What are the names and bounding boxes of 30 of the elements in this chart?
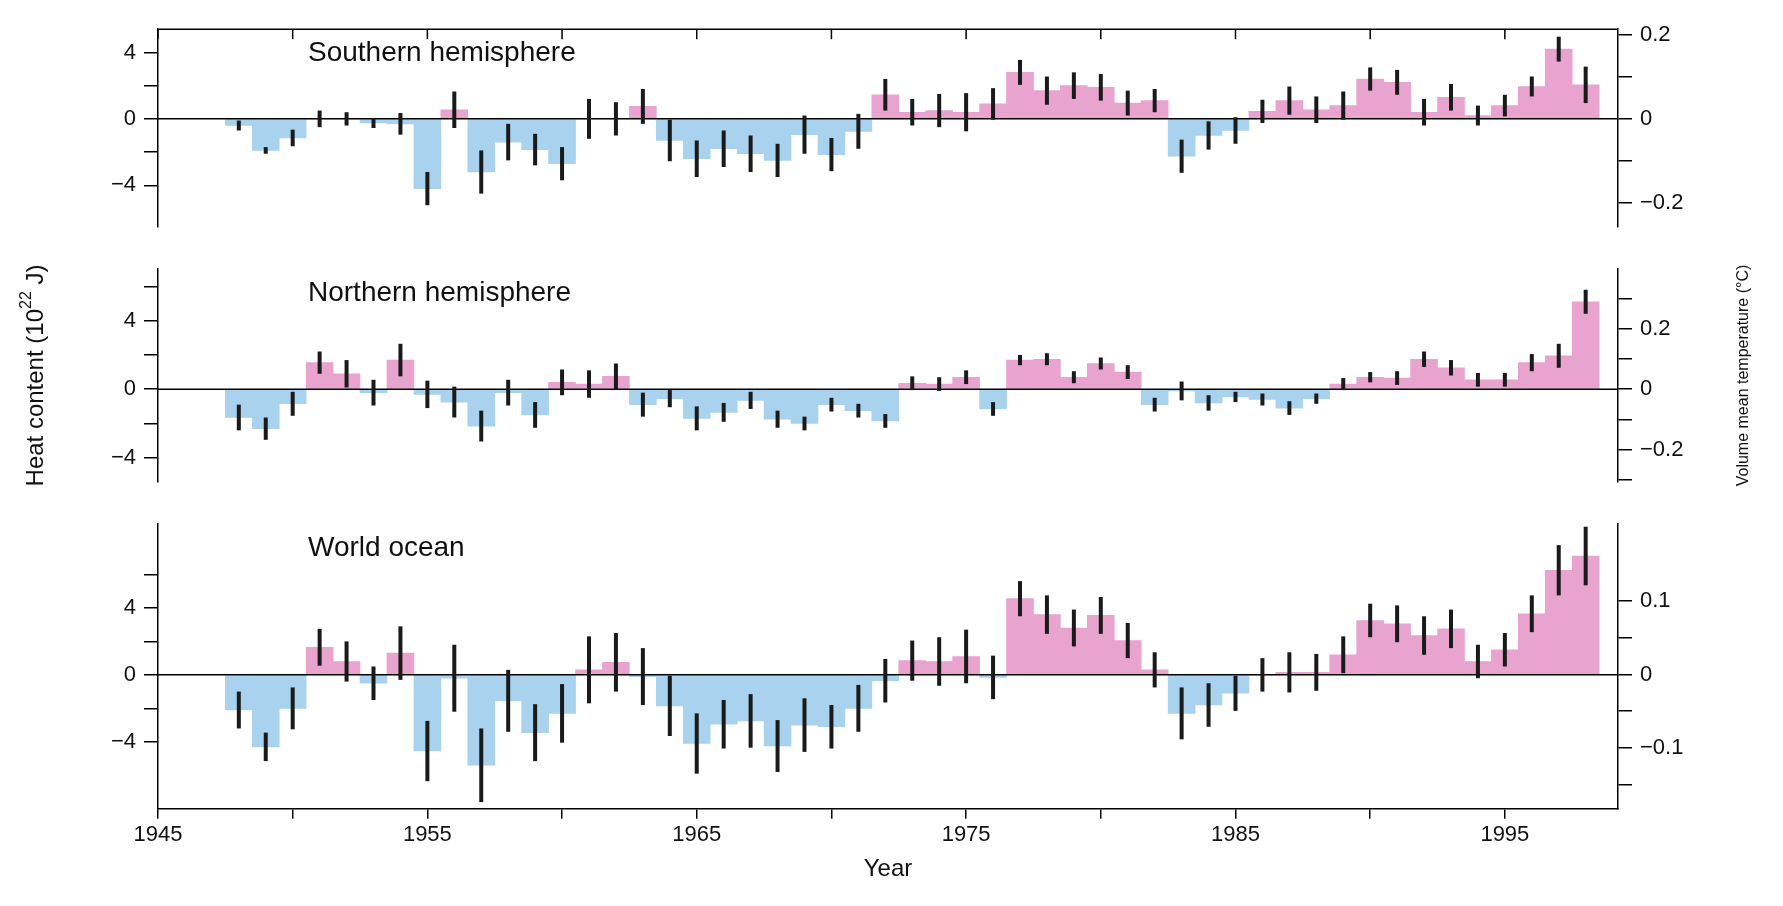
y-tick-label: 0: [123, 660, 136, 686]
x-tick-label: 1985: [1211, 821, 1260, 847]
x-axis-title: Year: [863, 854, 913, 882]
chart-title: Northern hemisphere: [308, 275, 572, 307]
y2-tick-label: −0.2: [1640, 435, 1684, 461]
chart-title: Southern hemisphere: [308, 35, 576, 67]
y2-tick-label: 0.2: [1640, 314, 1671, 340]
x-tick-label: 1965: [672, 821, 722, 847]
y2-tick-label: −0.1: [1640, 733, 1684, 759]
y-tick-label: −4: [110, 171, 136, 197]
y2-tick-label: 0: [1640, 104, 1653, 130]
x-tick-label: 1945: [133, 821, 183, 847]
x-tick-label: 1955: [402, 821, 452, 847]
y-tick-label: 0: [123, 104, 136, 130]
x-tick-label: 1975: [941, 821, 991, 847]
chart-title: World ocean: [308, 530, 465, 562]
y2-tick-label: −0.2: [1640, 188, 1684, 214]
y-tick-label: 0: [123, 375, 136, 401]
y-tick-label: 4: [123, 306, 136, 332]
y-axis-title: Heat content (1022 J): [16, 264, 48, 487]
x-tick-label: 1995: [1480, 821, 1530, 847]
y-tick-label: −4: [110, 727, 136, 753]
y2-tick-label: 0.2: [1640, 20, 1671, 46]
y-tick-label: 4: [123, 593, 136, 619]
y2-tick-label: 0: [1640, 375, 1653, 401]
y-tick-label: 4: [123, 38, 136, 64]
y-tick-label: −4: [110, 443, 136, 469]
y2-tick-label: 0.1: [1640, 587, 1671, 613]
y2-tick-label: 0: [1640, 660, 1653, 686]
y2-axis-title: Volume mean temperature (°C): [1734, 264, 1752, 487]
